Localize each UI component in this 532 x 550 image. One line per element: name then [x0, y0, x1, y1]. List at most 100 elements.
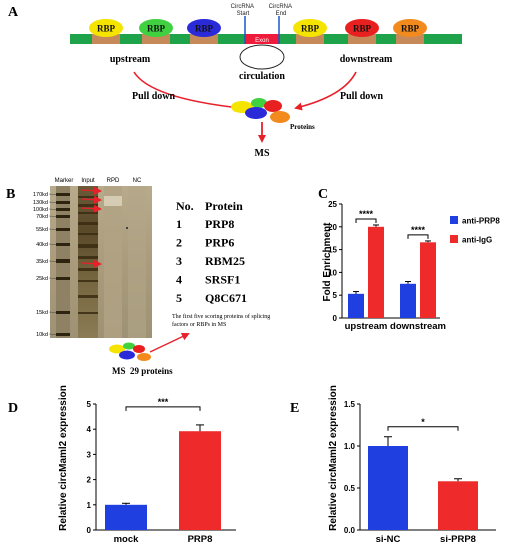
rbp-label: RBP	[97, 24, 116, 34]
binding-region	[92, 34, 120, 44]
lane-label-input: Input	[81, 178, 95, 184]
ms-summary-label: MS	[112, 366, 126, 376]
rbp-ellipse	[293, 19, 327, 37]
pull-down-left-label: Pull down	[132, 91, 176, 102]
protein-row-no: 4	[176, 273, 182, 287]
panel-letter-b: B	[6, 187, 15, 202]
ms-label: MS	[255, 148, 270, 159]
marker-label: 130kd	[33, 200, 48, 206]
chart-e-ylabel: Relative circMaml2 expression	[328, 385, 339, 531]
gel-image	[50, 186, 152, 338]
marker-label: 70kd	[36, 214, 48, 220]
rbp-ellipse	[89, 19, 123, 37]
panel-c: C Fold Enrichment 0 5 10 15 20 25 **** upstream…	[318, 187, 500, 332]
y-tick-label: 3	[87, 450, 92, 459]
circulation-loop	[239, 44, 285, 70]
y-tick-label: 0	[333, 314, 338, 323]
significance-bracket	[407, 234, 429, 239]
proteins-label: Proteins	[290, 123, 315, 131]
chart-d: 0 1 2 3 4 5 mock PRP8 ***	[87, 397, 236, 545]
ms-to-table-arrow	[149, 332, 190, 353]
rbp-group: RBP RBP RBP RBP RBP RBP	[89, 19, 427, 37]
marker-label: 100kd	[33, 207, 48, 213]
category-label: upstream	[345, 321, 388, 332]
marker-label: 40kd	[36, 242, 48, 248]
y-tick-label: 0.0	[344, 526, 356, 535]
y-tick-label: 5	[333, 291, 338, 300]
bar-anti-IgG	[368, 226, 384, 318]
rbp-label: RBP	[301, 24, 320, 34]
bar-mock	[105, 504, 147, 530]
bar-PRP8	[179, 431, 221, 530]
protein-row-no: 5	[176, 291, 182, 305]
y-tick-label: 4	[87, 425, 92, 434]
circrna-start-label: CircRNA Start	[231, 4, 256, 17]
chart-d-ylabel: Relative circMaml2 expression	[58, 385, 69, 531]
marker-tick	[48, 201, 57, 203]
marker-tick	[48, 277, 57, 279]
lane-label-marker: Marker	[55, 178, 74, 184]
rbp-label: RBP	[353, 24, 372, 34]
binding-region	[396, 34, 424, 44]
category-label: mock	[114, 534, 140, 545]
rbp-label: RBP	[401, 24, 420, 34]
rbp-label: RBP	[147, 24, 166, 34]
y-tick-label: 0	[87, 526, 92, 535]
protein-table: 1 PRP8 2 PRP6 3 RBM25 4 SRSF1 5 Q8C671	[176, 217, 247, 305]
protein-row-no: 2	[176, 236, 182, 250]
pull-down-arrow-left	[133, 71, 242, 112]
bar-si-NC	[368, 446, 408, 530]
binding-region	[190, 34, 218, 44]
binding-region	[296, 34, 324, 44]
y-tick-label: 5	[87, 400, 92, 409]
protein-row-name: Q8C671	[205, 291, 247, 305]
legend-label: anti-PRP8	[462, 217, 500, 226]
protein-row-name: RBM25	[205, 254, 245, 268]
rbp-ellipse	[139, 19, 173, 37]
bar-anti-PRP8	[400, 283, 416, 318]
y-tick-label: 1	[87, 501, 92, 510]
ms-protein-cluster	[109, 342, 151, 361]
significance-bracket	[355, 218, 377, 223]
ms-count-label: 29 proteins	[130, 366, 173, 376]
marker-tick	[48, 193, 57, 195]
bar-si-PRP8	[438, 481, 478, 530]
marker-tick	[48, 228, 57, 230]
significance-label: ****	[359, 209, 374, 219]
upstream-label: upstream	[110, 54, 151, 65]
exon-label: Exon	[255, 38, 269, 44]
marker-tick	[48, 215, 57, 217]
pull-down-right-label: Pull down	[340, 91, 384, 102]
y-tick-label: 25	[328, 200, 337, 209]
significance-label: ***	[158, 397, 169, 407]
binding-region	[142, 34, 170, 44]
chart-e: 0.0 0.5 1.0 1.5 si-NC si-PRP8 *	[344, 400, 496, 545]
panel-a: A Exon CircRNA Start CircRNA End circula…	[8, 4, 462, 159]
circrna-end-label: CircRNA End	[269, 4, 294, 17]
significance-label: ****	[411, 225, 426, 235]
panel-b: B Marker Input RPD NC	[6, 178, 272, 376]
protein-row-name: PRP8	[205, 217, 234, 231]
protein-row-name: PRP6	[205, 236, 234, 250]
protein-row-no: 3	[176, 254, 182, 268]
circulation-label: circulation	[239, 71, 285, 82]
y-tick-label: 1.0	[344, 442, 356, 451]
marker-label: 35kd	[36, 259, 48, 265]
panel-d: D Relative circMaml2 expression 0 1 2 3 4 5 mo…	[8, 385, 236, 545]
ms-caption: The first five scoring proteins of splic…	[172, 313, 272, 328]
pull-down-arrow-right	[294, 71, 357, 111]
y-tick-label: 20	[328, 223, 337, 232]
marker-label: 10kd	[36, 332, 48, 338]
panel-letter-e: E	[290, 401, 299, 416]
marker-tick	[48, 333, 57, 335]
bar-anti-IgG	[420, 242, 436, 318]
panel-e: E Relative circMaml2 expression 0.0 0.5 1.…	[290, 385, 496, 545]
y-tick-label: 1.5	[344, 400, 356, 409]
marker-label: 25kd	[36, 276, 48, 282]
marker-tick	[48, 311, 57, 313]
chart-c-ylabel: Fold Enrichment	[322, 222, 333, 302]
bar-anti-PRP8	[348, 293, 364, 318]
protein-row-no: 1	[176, 217, 182, 231]
